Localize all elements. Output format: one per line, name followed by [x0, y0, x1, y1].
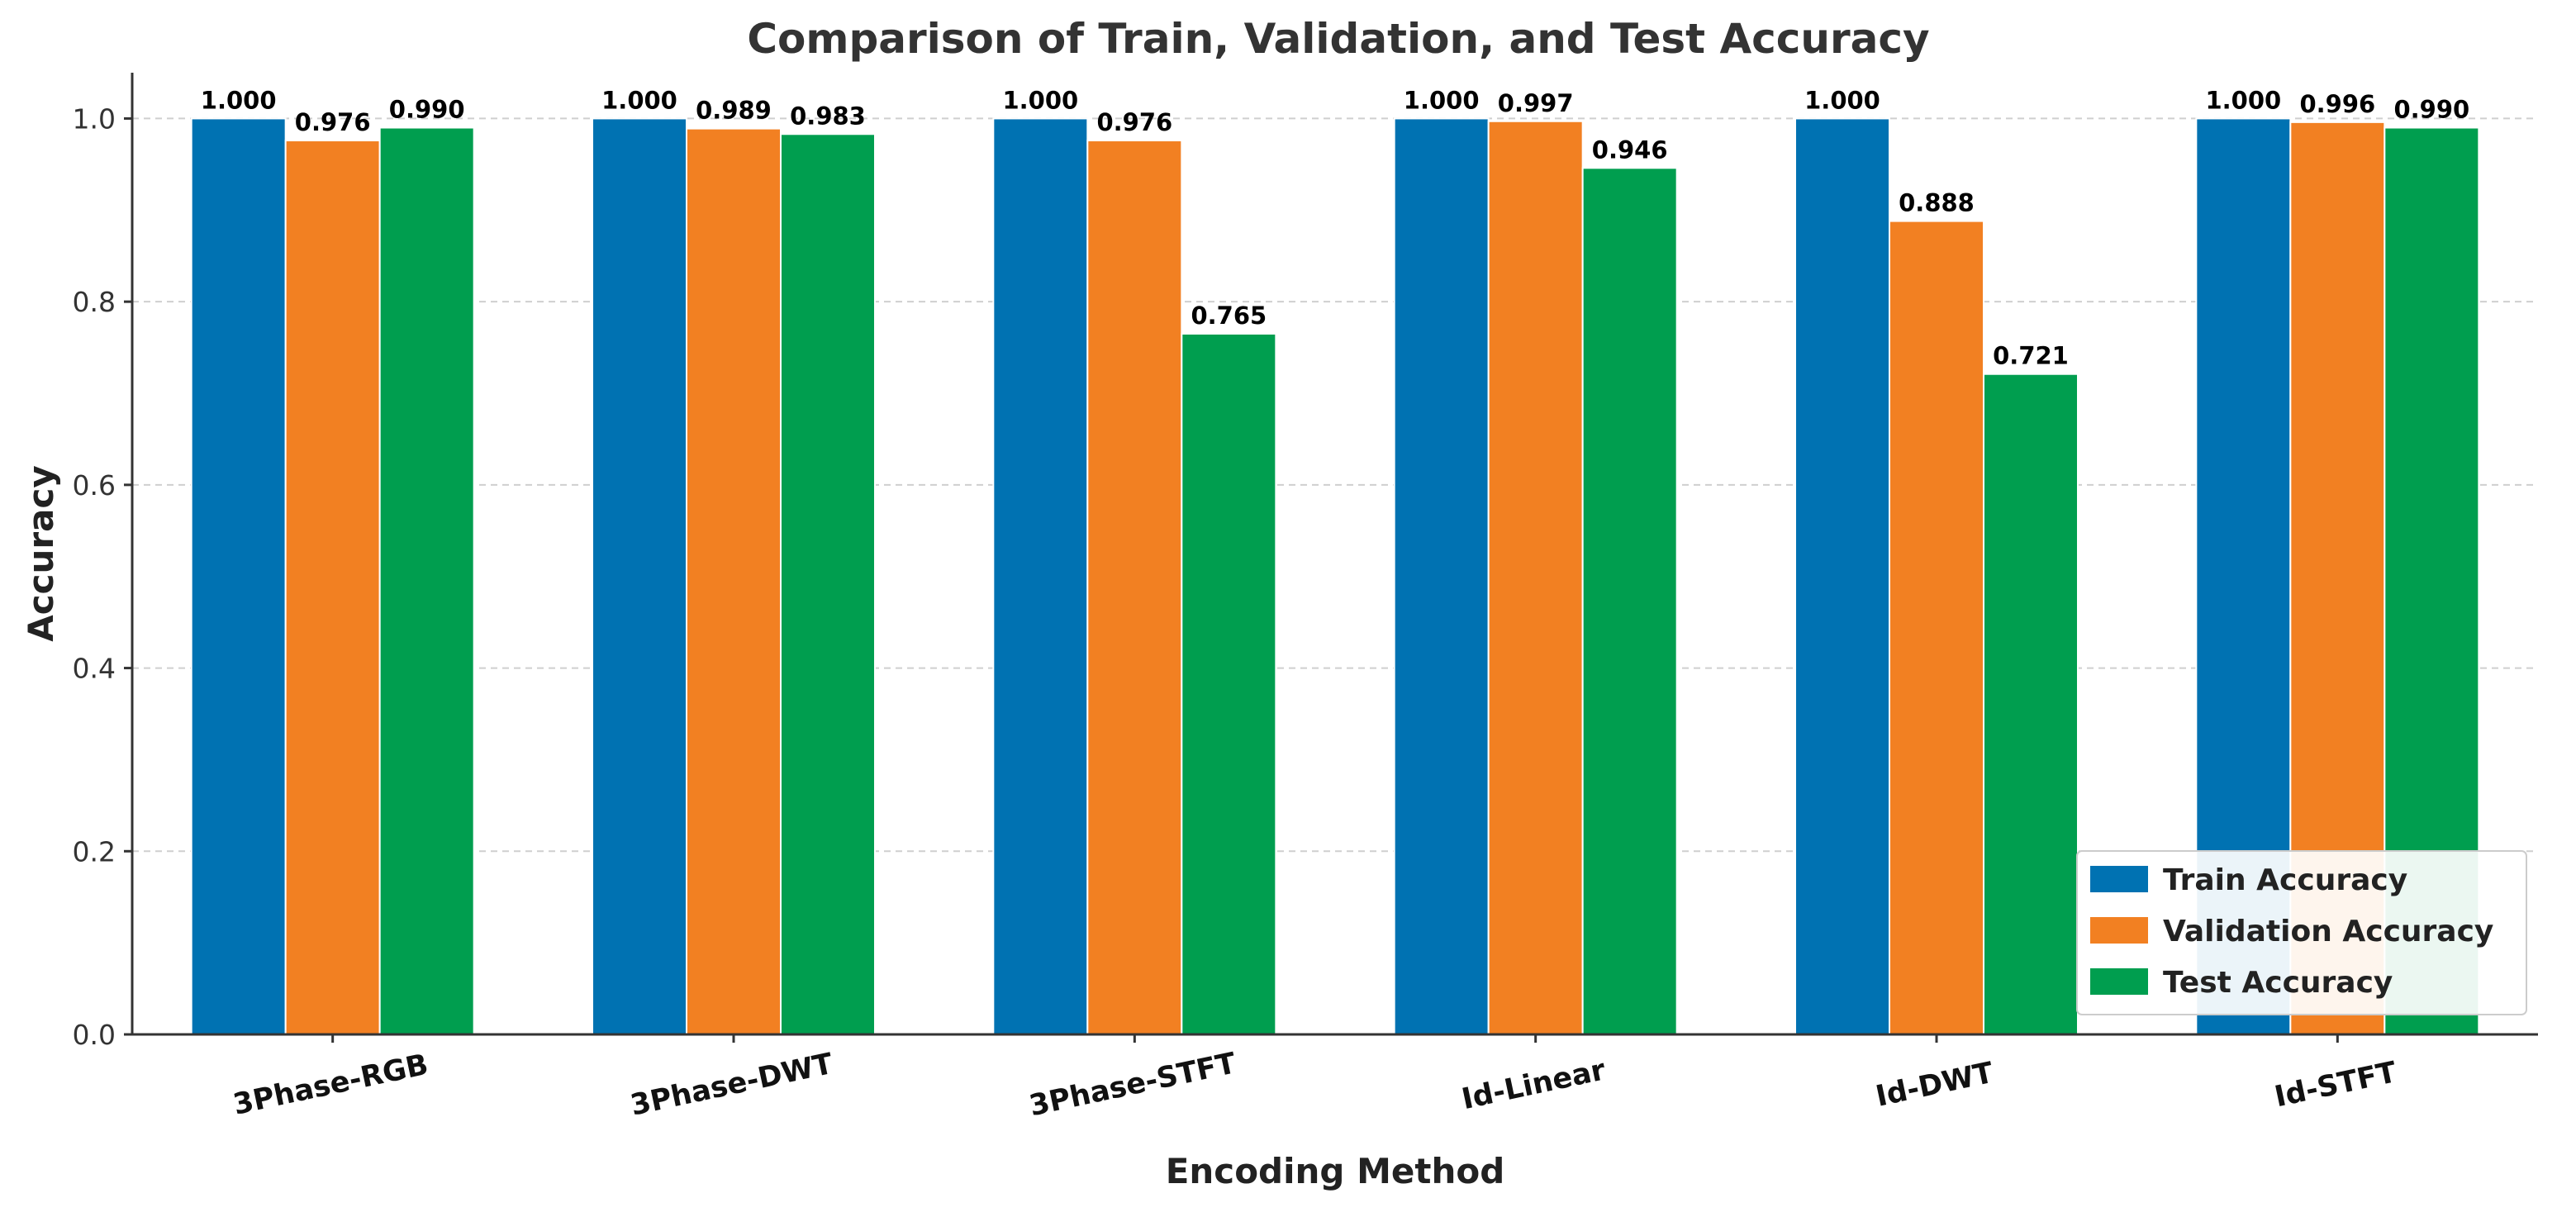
bar-value-label: 0.990 [389, 96, 465, 124]
bar-value-label: 0.888 [1899, 189, 1975, 217]
x-tick-label: Id-DWT [1873, 1057, 1996, 1114]
y-tick-label: 0.0 [73, 1019, 116, 1051]
bar-train-accuracy [1794, 117, 1890, 1035]
x-tick-label: 3Phase-STFT [1026, 1047, 1238, 1123]
x-tick-label: Id-Linear [1459, 1053, 1609, 1116]
bar-train-accuracy [992, 117, 1089, 1035]
gridlines [132, 117, 2538, 853]
bar-value-label: 0.983 [790, 102, 866, 130]
legend-entry-label: Train Accuracy [2163, 863, 2407, 897]
legend: Train Accuracy Validation Accuracy Test Ac… [2076, 850, 2527, 1015]
y-tick-label: 0.2 [73, 835, 116, 868]
y-tick-label: 0.6 [73, 469, 116, 502]
bar-value-label: 0.946 [1592, 135, 1668, 164]
legend-entry-label: Test Accuracy [2163, 966, 2393, 1000]
bar-value-label: 0.976 [295, 108, 371, 136]
bar-validation-accuracy [284, 140, 381, 1035]
y-tick-label: 0.4 [73, 653, 116, 685]
bar-value-label: 0.989 [696, 97, 772, 125]
bar-test-accuracy [1581, 167, 1678, 1036]
bar-train-accuracy [190, 117, 287, 1035]
bar-test-accuracy [378, 126, 475, 1035]
bar-value-label: 1.000 [201, 86, 277, 114]
legend-swatch-validation-accuracy [2090, 917, 2148, 944]
x-tick-label: 3Phase-RGB [231, 1048, 431, 1122]
bar-value-label: 1.000 [1804, 86, 1880, 114]
legend-swatch-train-accuracy [2090, 866, 2148, 892]
legend-entry-label: Validation Accuracy [2163, 915, 2493, 948]
x-tick-label: Id-STFT [2272, 1056, 2400, 1114]
bar-value-label: 1.000 [1404, 86, 1480, 114]
bar-validation-accuracy [686, 127, 782, 1036]
y-tick-label: 1.0 [73, 102, 116, 135]
bar-value-label: 1.000 [601, 86, 677, 114]
legend-box [2076, 850, 2527, 1015]
bar-test-accuracy [1983, 373, 2079, 1036]
bar-train-accuracy [1393, 117, 1490, 1035]
bar-value-label: 0.721 [1993, 342, 2069, 370]
bar-validation-accuracy [1086, 140, 1183, 1035]
bar-value-label: 1.000 [2205, 86, 2281, 114]
bar-value-label: 0.997 [1498, 89, 1574, 117]
bar-test-accuracy [1181, 332, 1277, 1035]
bar-train-accuracy [592, 117, 687, 1035]
x-axis-ticks: 3Phase-RGB 3Phase-DWT 3Phase-STFT Id-Linear… [231, 1034, 2400, 1123]
bar-value-label: 0.976 [1096, 108, 1172, 136]
x-tick-label: 3Phase-DWT [628, 1048, 836, 1123]
data-labels: 1.000 0.976 0.990 1.000 0.989 0.983 1.000 0.976… [201, 86, 2469, 369]
bar-validation-accuracy [1487, 120, 1584, 1036]
legend-swatch-test-accuracy [2090, 968, 2148, 995]
y-axis-label: Accuracy [21, 465, 61, 642]
y-tick-label: 0.8 [73, 286, 116, 318]
chart-title: Comparison of Train, Validation, and Tes… [747, 15, 1929, 63]
bar-validation-accuracy [1889, 220, 1984, 1035]
bar-value-label: 1.000 [1002, 86, 1078, 114]
bar-value-label: 0.996 [2299, 90, 2375, 118]
bar-test-accuracy [780, 133, 876, 1035]
bar-value-label: 0.990 [2393, 96, 2469, 124]
y-axis-ticks: 0.0 0.2 0.4 0.6 0.8 1.0 [73, 102, 132, 1051]
bar-value-label: 0.765 [1191, 302, 1267, 330]
x-axis-label: Encoding Method [1166, 1151, 1505, 1191]
